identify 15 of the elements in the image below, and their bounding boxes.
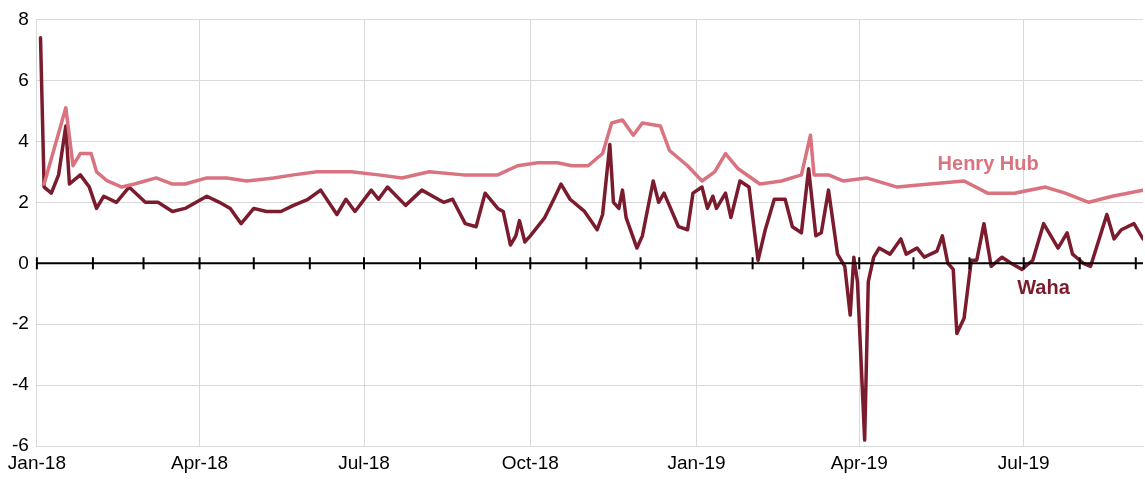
x-tick-label: Jul-18 [338,451,390,473]
y-tick-label: -2 [11,312,29,334]
x-tick-label: Jan-19 [667,451,726,473]
y-tick-label: 6 [18,68,29,90]
y-tick-label: 4 [18,129,30,151]
y-tick-label: -4 [11,373,30,395]
x-tick-label: Apr-18 [171,451,229,473]
x-tick-label: Jul-19 [997,451,1050,473]
series-label: Henry Hub [937,152,1039,175]
y-tick-label: 0 [18,251,29,273]
y-tick-label: 2 [18,190,29,212]
series-label: Waha [1017,276,1071,299]
y-tick-label: 8 [18,7,29,29]
x-tick-label: Oct-18 [501,451,559,473]
x-tick-label: Apr-19 [830,451,888,473]
